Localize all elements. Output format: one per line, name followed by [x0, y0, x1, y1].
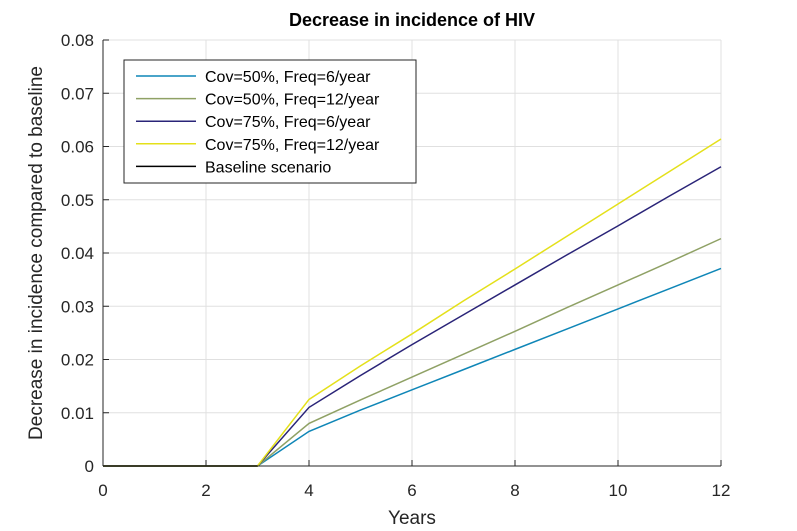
legend-label-3: Cov=75%, Freq=12/year	[205, 137, 380, 154]
x-tick-label: 6	[407, 481, 416, 500]
legend-label-2: Cov=75%, Freq=6/year	[205, 114, 371, 131]
y-axis-title: Decrease in incidence compared to baseli…	[26, 66, 47, 440]
x-tick-label: 4	[304, 481, 313, 500]
x-tick-label: 10	[609, 481, 628, 500]
chart-title: Decrease in incidence of HIV	[289, 10, 535, 30]
y-tick-label: 0.02	[61, 351, 94, 370]
legend-label-1: Cov=50%, Freq=12/year	[205, 92, 380, 109]
y-tick-label: 0.01	[61, 404, 94, 423]
x-tick-label: 8	[510, 481, 519, 500]
x-tick-label: 12	[712, 481, 731, 500]
x-tick-label: 2	[201, 481, 210, 500]
y-tick-label: 0.06	[61, 138, 94, 157]
x-tick-label: 0	[98, 481, 107, 500]
y-tick-label: 0.07	[61, 84, 94, 103]
y-tick-label: 0.03	[61, 297, 94, 316]
y-tick-label: 0	[85, 457, 94, 476]
legend: Cov=50%, Freq=6/year Cov=50%, Freq=12/yea…	[123, 59, 417, 184]
legend-label-0: Cov=50%, Freq=6/year	[205, 69, 371, 86]
y-tick-label: 0.08	[61, 31, 94, 50]
y-tick-label: 0.04	[61, 244, 94, 263]
x-axis-title: Years	[388, 508, 436, 529]
y-tick-label: 0.05	[61, 191, 94, 210]
legend-label-4: Baseline scenario	[205, 159, 331, 176]
